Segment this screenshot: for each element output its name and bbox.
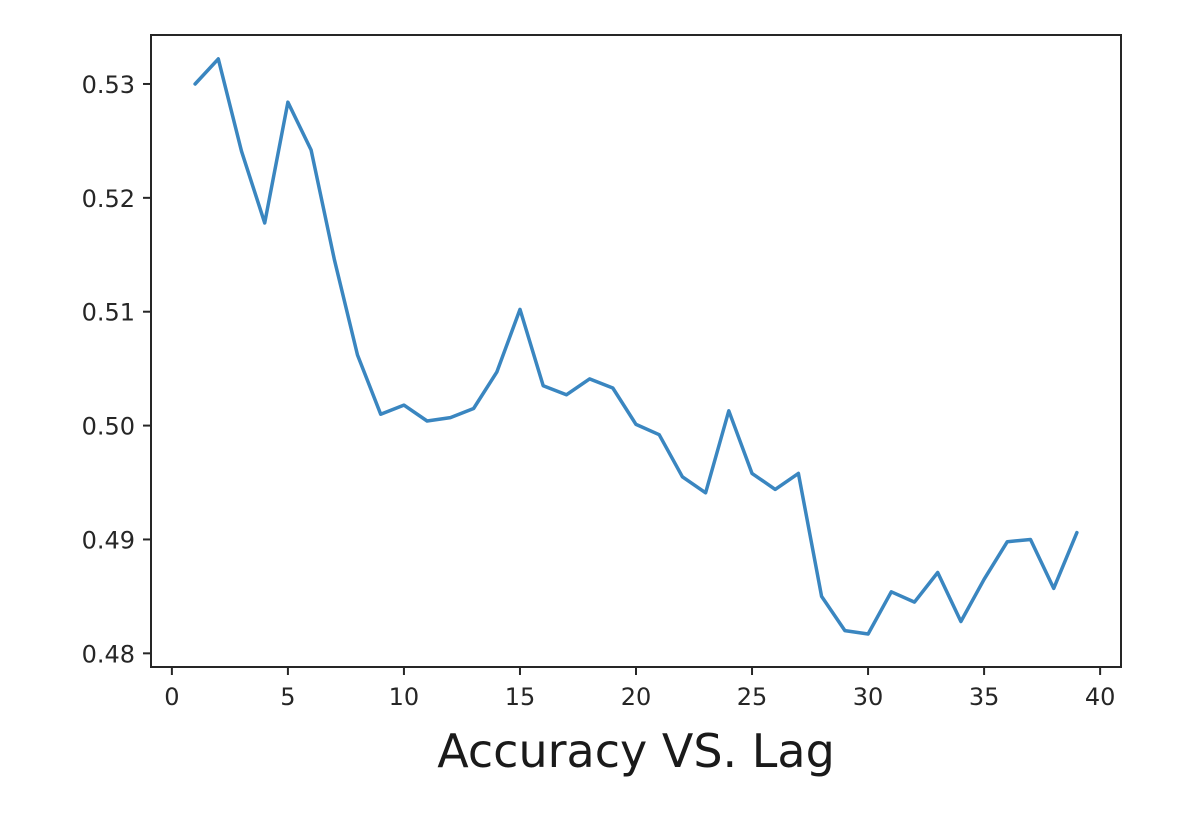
plot-area: [150, 34, 1122, 668]
y-tick-label: 0.51: [82, 299, 135, 327]
y-tick-label: 0.53: [82, 71, 135, 99]
plot-frame: [150, 34, 1122, 668]
x-tick-label: 0: [164, 683, 179, 711]
y-tick-label: 0.50: [82, 413, 135, 441]
x-tick-label: 25: [737, 683, 768, 711]
y-tick-label: 0.52: [82, 185, 135, 213]
x-tick-label: 20: [621, 683, 652, 711]
x-tick-label: 15: [505, 683, 536, 711]
series-layer: [193, 57, 1079, 636]
y-tick-label: 0.48: [82, 640, 135, 668]
x-axis-label: Accuracy VS. Lag: [437, 724, 835, 778]
y-tick-label: 0.49: [82, 526, 135, 554]
y-axis: 0.48 0.49 0.50 0.51 0.52 0.53: [82, 71, 151, 668]
x-tick-label: 10: [389, 683, 420, 711]
x-tick-label: 40: [1085, 683, 1116, 711]
x-tick-label: 5: [280, 683, 295, 711]
series-line: [193, 57, 1079, 636]
x-tick-label: 35: [969, 683, 1000, 711]
x-axis: 0 5 10 15 20 25 30 35 40: [164, 667, 1115, 711]
x-tick-label: 30: [853, 683, 884, 711]
